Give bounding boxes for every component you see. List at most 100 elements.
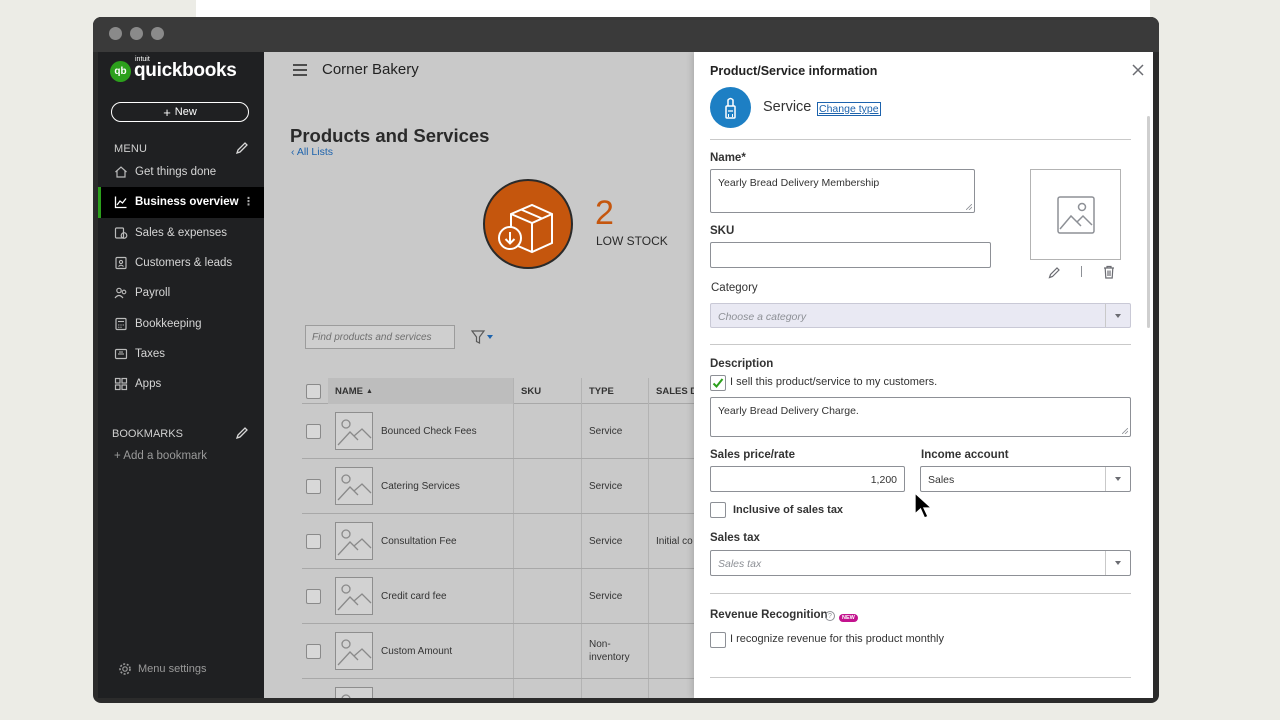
divider	[710, 677, 1131, 678]
row-checkbox[interactable]	[306, 588, 321, 604]
category-label: Category	[711, 282, 758, 294]
row-checkbox[interactable]	[306, 478, 321, 494]
window-minimize-dot[interactable]	[130, 27, 143, 40]
income-account-label: Income account	[921, 449, 1009, 461]
sell-checkbox[interactable]	[710, 375, 726, 391]
revenue-recognition-label: Revenue Recognition	[710, 609, 828, 621]
window-maximize-dot[interactable]	[151, 27, 164, 40]
name-cell[interactable]: Custom Amount	[328, 624, 514, 678]
close-icon[interactable]	[1131, 63, 1145, 77]
chevron-down-icon[interactable]	[1105, 551, 1130, 575]
column-header-name[interactable]: NAME ▲	[328, 378, 514, 404]
type-cell: Non-	[582, 679, 649, 698]
table-row[interactable]: Non-	[302, 679, 694, 698]
help-icon[interactable]: ?	[825, 611, 835, 621]
sales-tax-select[interactable]: Sales tax	[710, 550, 1131, 576]
add-bookmark-link[interactable]: + Add a bookmark	[114, 450, 207, 462]
service-type-label: Service	[763, 99, 812, 115]
description-input[interactable]: Yearly Bread Delivery Charge.	[710, 397, 1131, 437]
chevron-down-icon[interactable]	[1105, 304, 1130, 327]
window-close-dot[interactable]	[109, 27, 122, 40]
column-label: SKU	[521, 385, 542, 397]
sku-input[interactable]	[710, 242, 991, 268]
sidebar-item-payroll[interactable]: Payroll	[98, 278, 264, 308]
category-select[interactable]: Choose a category	[710, 303, 1131, 328]
calculator-icon	[115, 317, 127, 330]
name-cell[interactable]: Catering Services	[328, 459, 514, 513]
product-image-placeholder[interactable]	[1030, 169, 1121, 260]
column-header-sales-desc[interactable]: SALES DE	[649, 378, 694, 404]
kebab-menu-icon[interactable]: ⋮	[243, 196, 254, 209]
product-sales-desc: Initial co	[656, 535, 693, 547]
name-cell[interactable]: Consultation Fee	[328, 514, 514, 568]
quickbooks-logo[interactable]: qb intuit quickbooks	[110, 56, 237, 82]
name-cell[interactable]: Credit card fee	[328, 569, 514, 623]
low-stock-count[interactable]: 2	[595, 194, 614, 232]
row-checkbox[interactable]	[306, 423, 321, 439]
panel-title: Product/Service information	[710, 64, 878, 78]
new-badge: NEW	[839, 614, 858, 622]
trash-icon[interactable]	[1103, 265, 1115, 279]
row-select-cell	[302, 624, 328, 678]
category-placeholder: Choose a category	[718, 311, 807, 323]
change-type-link[interactable]: Change type	[817, 102, 881, 116]
all-lists-link[interactable]: ‹ All Lists	[291, 146, 333, 158]
menu-settings-button[interactable]: Menu settings	[118, 662, 206, 676]
sidebar-item-label: Get things done	[135, 166, 217, 179]
chevron-down-icon[interactable]	[1105, 467, 1130, 491]
select-all-checkbox[interactable]	[306, 383, 321, 399]
sidebar-item-get-things-done[interactable]: Get things done	[98, 157, 264, 187]
revenue-recognition-checkbox[interactable]	[710, 632, 726, 648]
edit-image-pencil-icon[interactable]	[1048, 266, 1061, 279]
add-bookmark-label: Add a bookmark	[123, 450, 208, 462]
sidebar-item-label: Bookkeeping	[135, 317, 202, 330]
plus-icon: +	[163, 104, 171, 120]
table-row[interactable]: Bounced Check Fees Service	[302, 404, 694, 459]
table-row[interactable]: Catering Services Service	[302, 459, 694, 514]
qb-logo-icon: qb	[110, 60, 131, 82]
column-header-type[interactable]: TYPE	[582, 378, 649, 404]
sidebar-item-business-overview[interactable]: Business overview ⋮	[98, 187, 264, 218]
table-row[interactable]: Credit card fee Service	[302, 569, 694, 624]
sales-price-input[interactable]: 1,200	[710, 466, 905, 492]
filter-icon[interactable]	[471, 330, 495, 344]
description-input-value: Yearly Bread Delivery Charge.	[718, 405, 859, 417]
sidebar-item-taxes[interactable]: Taxes	[98, 339, 264, 369]
product-name: Custom Amount	[381, 645, 453, 657]
resize-handle-icon[interactable]	[966, 204, 972, 210]
sidebar: qb intuit quickbooks + New MENU Get thin…	[98, 52, 264, 698]
image-actions-divider	[1081, 266, 1082, 277]
sidebar-item-label: Business overview	[135, 196, 239, 209]
new-button[interactable]: + New	[111, 102, 249, 122]
plus-icon: +	[114, 450, 124, 462]
sidebar-item-label: Apps	[135, 378, 162, 391]
edit-bookmarks-pencil-icon[interactable]	[235, 426, 249, 440]
name-cell[interactable]: Bounced Check Fees	[328, 404, 514, 458]
name-input[interactable]: Yearly Bread Delivery Membership	[710, 169, 975, 213]
sidebar-item-bookkeeping[interactable]: Bookkeeping	[98, 308, 264, 338]
sidebar-item-apps[interactable]: Apps	[98, 369, 264, 399]
name-cell[interactable]	[328, 679, 514, 698]
divider	[710, 139, 1131, 140]
income-account-select[interactable]: Sales	[920, 466, 1131, 492]
resize-handle-icon[interactable]	[1122, 428, 1128, 434]
sidebar-item-sales-expenses[interactable]: Sales & expenses	[98, 218, 264, 248]
table-row[interactable]: Consultation Fee Service Initial co	[302, 514, 694, 569]
search-products-input[interactable]: Find products and services	[305, 325, 455, 349]
name-label: Name*	[710, 152, 746, 164]
table-row[interactable]: Custom Amount Non- inventory	[302, 624, 694, 679]
column-label: SALES DE	[656, 385, 694, 397]
column-header-sku[interactable]: SKU	[514, 378, 582, 404]
mouse-cursor-icon	[914, 492, 934, 519]
product-thumbnail-icon	[335, 522, 373, 560]
hamburger-menu-icon[interactable]	[293, 64, 307, 76]
product-type: Non- inventory	[589, 639, 630, 663]
row-checkbox[interactable]	[306, 643, 321, 659]
panel-scrollbar[interactable]	[1147, 116, 1150, 328]
row-checkbox[interactable]	[306, 533, 321, 549]
sidebar-item-customers-leads[interactable]: Customers & leads	[98, 248, 264, 278]
sales-desc-cell	[649, 459, 694, 513]
edit-menu-pencil-icon[interactable]	[235, 141, 249, 155]
low-stock-box-icon[interactable]	[483, 179, 573, 269]
inclusive-tax-checkbox[interactable]	[710, 502, 726, 518]
